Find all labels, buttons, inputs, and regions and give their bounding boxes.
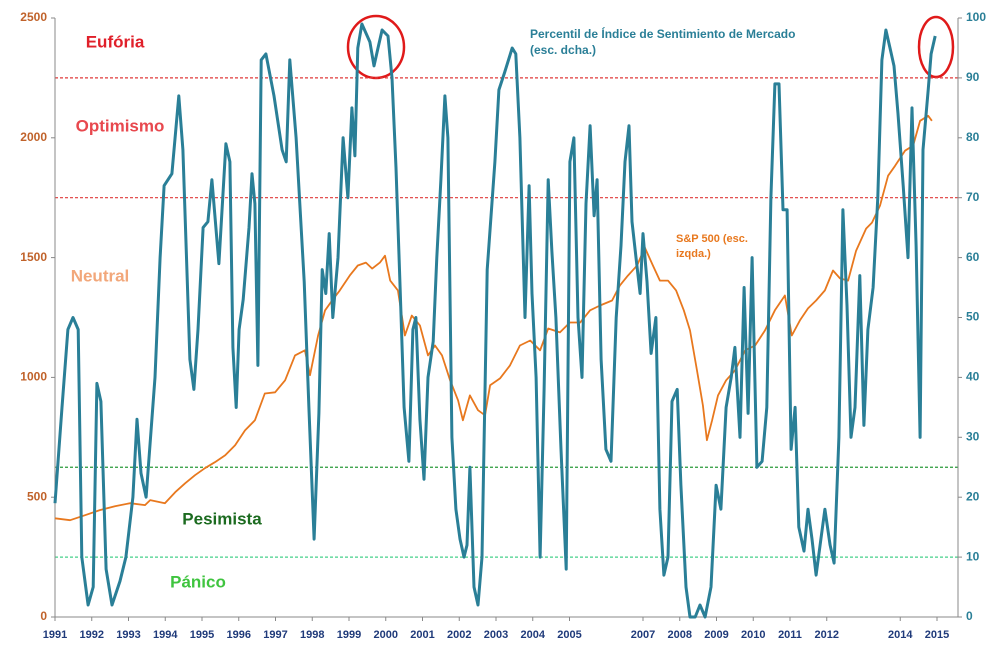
- y2-tick-label: 100: [966, 10, 986, 24]
- series-line: [54, 114, 933, 522]
- x-tick-label: 2015: [925, 629, 949, 641]
- x-tick-label: 2008: [668, 629, 692, 641]
- x-tick-label: 1995: [190, 629, 214, 641]
- y2-tick-label: 70: [966, 190, 980, 204]
- zone-label: Neutral: [71, 266, 130, 285]
- y2-tick-label: 0: [966, 609, 973, 623]
- x-tick-label: 1991: [43, 629, 67, 641]
- highlight-circle: [917, 15, 955, 79]
- x-tick-label: 2003: [484, 629, 508, 641]
- y2-tick-label: 50: [966, 310, 980, 324]
- x-tick-label: 2011: [778, 629, 802, 641]
- y-tick-label: 0: [40, 609, 47, 623]
- zone-label: Pánico: [170, 572, 226, 591]
- y2-tick-label: 40: [966, 370, 980, 384]
- x-tick-label: 2002: [447, 629, 471, 641]
- series-label: Percentil de Índice de Sentimiento de Me…: [530, 27, 796, 57]
- x-tick-label: 2012: [815, 629, 839, 641]
- y2-tick-label: 80: [966, 130, 980, 144]
- zone-label: Pesimista: [182, 509, 262, 528]
- y-tick-label: 1500: [20, 250, 47, 264]
- y-tick-label: 500: [27, 489, 47, 503]
- y-tick-label: 2000: [20, 130, 47, 144]
- y2-tick-label: 20: [966, 489, 980, 503]
- y2-tick-label: 60: [966, 250, 980, 264]
- x-tick-label: 2004: [521, 629, 546, 641]
- x-tick-label: 2005: [557, 629, 581, 641]
- y-tick-label: 1000: [20, 370, 47, 384]
- zone-label: Optimismo: [76, 116, 165, 135]
- series-line: [53, 22, 937, 619]
- x-tick-label: 1999: [337, 629, 361, 641]
- x-tick-label: 2000: [374, 629, 398, 641]
- y2-tick-label: 30: [966, 429, 980, 443]
- x-tick-label: 2010: [741, 629, 765, 641]
- x-tick-label: 1992: [80, 629, 104, 641]
- x-tick-label: 2009: [704, 629, 728, 641]
- x-tick-label: 1997: [263, 629, 287, 641]
- x-tick-label: 2001: [410, 629, 434, 641]
- x-tick-label: 2007: [631, 629, 655, 641]
- series-label: S&P 500 (esc. izqda.): [676, 233, 748, 260]
- x-tick-label: 1998: [300, 629, 324, 641]
- y-tick-label: 2500: [20, 10, 47, 24]
- y2-tick-label: 90: [966, 70, 980, 84]
- y2-tick-label: 10: [966, 549, 980, 563]
- x-tick-label: 1994: [153, 629, 178, 641]
- zone-label: Eufória: [86, 32, 145, 51]
- x-tick-label: 1993: [116, 629, 140, 641]
- x-tick-label: 1996: [227, 629, 251, 641]
- x-tick-label: 2014: [888, 629, 913, 641]
